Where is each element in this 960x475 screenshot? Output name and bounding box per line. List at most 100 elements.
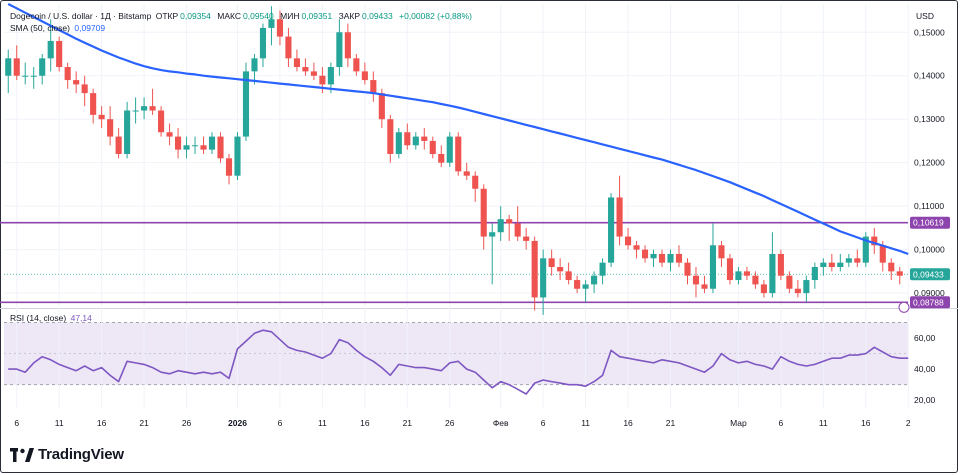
candle-body xyxy=(13,58,20,76)
last-price-tag xyxy=(910,268,950,281)
candle-body xyxy=(361,71,368,81)
rsi-label: RSI (14, close) xyxy=(10,313,67,323)
candle-body xyxy=(319,75,326,85)
candle-body xyxy=(684,262,691,276)
candle-body xyxy=(378,93,385,120)
candle-body xyxy=(523,236,530,241)
price-axis-label: 0,13000 xyxy=(914,114,945,124)
candle-body xyxy=(166,132,173,137)
candle-body xyxy=(183,145,190,150)
close-label: ЗАКР 0,09433 xyxy=(338,11,393,21)
candle-body xyxy=(548,258,555,268)
candle-body xyxy=(565,271,572,281)
price-axis-label: 0,10000 xyxy=(914,245,945,255)
candle-body xyxy=(73,80,80,85)
tradingview-logo-icon xyxy=(10,447,34,462)
level-price-tag xyxy=(910,296,950,309)
time-axis-label: 11 xyxy=(55,418,64,428)
candle-body xyxy=(251,58,258,72)
time-axis-label: 16 xyxy=(97,418,107,428)
candle-body xyxy=(718,245,725,259)
candle-body xyxy=(429,140,436,154)
time-axis-label: 11 xyxy=(581,418,590,428)
time-axis-label: 26 xyxy=(445,418,455,428)
candle-body xyxy=(421,136,428,141)
candle-body xyxy=(217,136,224,159)
time-axis-label: 6 xyxy=(14,418,19,428)
low-label: МИН 0,09351 xyxy=(280,11,333,21)
candle-body xyxy=(709,245,717,289)
last-price-label: 0,09433 xyxy=(913,269,944,279)
candle-body xyxy=(446,136,453,163)
candle-body xyxy=(888,262,895,272)
candle-body xyxy=(149,106,156,111)
candle-body xyxy=(616,197,623,237)
candle-body xyxy=(752,275,759,285)
rsi-axis-label: 60,00 xyxy=(914,333,936,343)
candle-body xyxy=(871,236,878,246)
candle-body xyxy=(531,240,538,298)
candle-body xyxy=(786,275,793,289)
symbol-label[interactable]: Dogecoin / U.S. dollar · 1Д · Bitstamp xyxy=(10,11,152,21)
time-axis-label: 16 xyxy=(360,418,370,428)
candle-body xyxy=(64,67,71,81)
price-axis-label: 0,15000 xyxy=(914,27,945,37)
price-axis-label: 0,14000 xyxy=(914,71,945,81)
candle-body xyxy=(692,275,700,285)
candle-body xyxy=(803,280,810,294)
candle-body xyxy=(327,67,334,85)
sma-label: SMA (50, close) xyxy=(10,23,70,33)
candle-body xyxy=(259,27,267,59)
candle-body xyxy=(30,75,37,77)
rsi-legend[interactable]: RSI (14, close) 47,14 xyxy=(10,313,94,323)
time-axis-label: 11 xyxy=(819,418,828,428)
candle-body xyxy=(293,58,300,68)
time-axis-label: 26 xyxy=(182,418,192,428)
candle-body xyxy=(760,284,767,294)
candle-body xyxy=(285,36,292,59)
candle-body xyxy=(387,119,394,154)
time-axis-label: 6 xyxy=(278,418,283,428)
lightning-icon xyxy=(898,301,910,313)
candle-body xyxy=(726,258,733,281)
candle-body xyxy=(608,197,615,263)
time-axis-label: Фев xyxy=(493,418,509,428)
currency-label[interactable]: USD xyxy=(916,11,934,21)
candle-body xyxy=(242,71,250,137)
candle-body xyxy=(141,106,148,111)
candle-body xyxy=(175,136,182,150)
candle-body xyxy=(845,258,852,263)
level-price-tag xyxy=(910,216,950,229)
candle-body xyxy=(794,288,801,294)
candle-body xyxy=(472,175,479,189)
tradingview-logo[interactable]: TradingView xyxy=(10,446,124,463)
candle-body xyxy=(412,136,419,146)
candle-body xyxy=(828,262,835,268)
candle-body xyxy=(47,40,54,59)
sma-legend[interactable]: SMA (50, close) 0,09709 xyxy=(10,23,107,33)
candle-body xyxy=(743,271,750,276)
candle-body xyxy=(124,110,131,154)
time-axis-label: 2 xyxy=(906,418,911,428)
candle-body xyxy=(599,262,606,276)
rsi-line xyxy=(8,329,909,395)
high-label: МАКС 0,09540 xyxy=(217,11,274,21)
candle-body xyxy=(540,258,547,298)
candle-body xyxy=(879,245,886,263)
candle-body xyxy=(811,267,818,281)
price-axis-label: 0,09000 xyxy=(914,288,945,298)
candle-body xyxy=(506,219,513,224)
candle-body xyxy=(115,136,122,154)
candle-body xyxy=(39,58,46,76)
candle-body xyxy=(514,223,521,237)
candle-body xyxy=(158,110,165,133)
candle-body xyxy=(132,110,139,112)
candle-body xyxy=(225,158,233,176)
rsi-axis-label: 40,00 xyxy=(914,364,936,374)
time-axis-label: 16 xyxy=(623,418,633,428)
candle-body xyxy=(658,253,666,263)
candle-body xyxy=(22,75,29,77)
candle-body xyxy=(200,145,207,150)
change-label: +0,00082 (+0,88%) xyxy=(399,11,472,21)
